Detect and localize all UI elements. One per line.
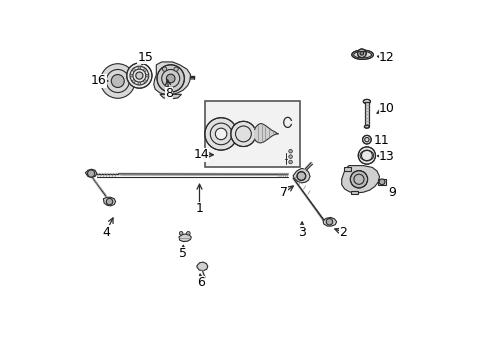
Circle shape [359,51,363,55]
Circle shape [204,118,237,150]
Circle shape [358,147,375,164]
Circle shape [130,74,133,77]
Circle shape [87,170,95,177]
Text: 13: 13 [378,150,394,163]
Polygon shape [160,94,181,99]
Text: 15: 15 [137,51,153,64]
Circle shape [288,149,292,153]
Circle shape [186,231,190,235]
Text: 6: 6 [197,276,205,289]
Polygon shape [292,168,309,183]
Circle shape [138,82,141,85]
Bar [365,102,368,126]
Text: 8: 8 [164,87,173,100]
Circle shape [157,65,184,92]
Bar [378,179,385,185]
Circle shape [174,67,178,71]
Text: 1: 1 [195,202,203,215]
Circle shape [378,179,384,185]
Polygon shape [254,123,278,143]
Circle shape [106,198,113,205]
Circle shape [138,66,141,69]
Circle shape [349,171,367,188]
Circle shape [132,68,135,71]
Circle shape [162,67,166,71]
Circle shape [143,68,146,71]
Bar [343,167,350,171]
Text: 16: 16 [91,75,106,87]
Text: 14: 14 [193,148,209,161]
Ellipse shape [363,99,370,104]
Circle shape [136,72,142,79]
Polygon shape [179,234,191,242]
Circle shape [215,128,226,140]
Text: 2: 2 [339,226,347,239]
Circle shape [179,231,183,235]
Text: 5: 5 [179,247,187,260]
Text: 9: 9 [387,186,395,199]
Bar [204,101,300,167]
Circle shape [296,172,305,180]
Polygon shape [103,197,115,206]
Text: 11: 11 [373,134,389,147]
Circle shape [230,121,256,147]
Polygon shape [85,169,97,177]
Text: 12: 12 [378,51,394,64]
Text: 3: 3 [298,226,305,239]
Circle shape [288,155,292,158]
Polygon shape [322,217,336,226]
Text: 10: 10 [378,102,394,114]
Circle shape [166,74,175,83]
Circle shape [362,135,370,144]
Bar [365,102,368,126]
Ellipse shape [364,125,368,128]
Circle shape [357,49,366,58]
Circle shape [111,75,124,87]
Bar [350,191,357,194]
Circle shape [126,63,152,88]
Circle shape [145,74,148,77]
Circle shape [143,80,146,83]
Polygon shape [197,262,207,271]
Circle shape [101,64,135,98]
Polygon shape [341,166,379,193]
Text: 7: 7 [280,186,287,199]
Text: 4: 4 [102,226,110,239]
Circle shape [288,160,292,164]
Polygon shape [153,62,190,94]
Circle shape [325,219,332,225]
Ellipse shape [351,50,373,59]
Circle shape [132,80,135,83]
